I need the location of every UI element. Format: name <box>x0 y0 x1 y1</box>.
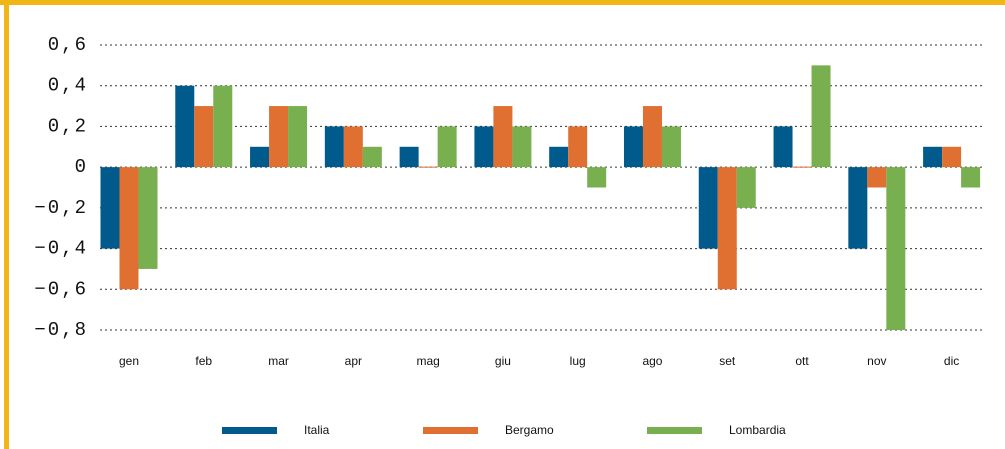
bar <box>867 167 887 188</box>
x-tick-label: set <box>719 354 736 368</box>
bar <box>886 167 906 330</box>
y-tick-label: 0,6 <box>48 34 88 56</box>
legend-label: Bergamo <box>505 423 554 437</box>
y-tick-label: −0,4 <box>34 238 88 260</box>
frame-left <box>4 0 9 449</box>
bar <box>848 167 868 249</box>
bar <box>288 106 308 168</box>
x-tick-label: ago <box>642 354 662 368</box>
bar <box>213 85 233 168</box>
frame-top <box>0 0 1005 5</box>
bar <box>961 167 981 188</box>
bar <box>811 65 831 168</box>
legend-swatch <box>423 427 478 434</box>
x-tick-label: dic <box>944 354 959 368</box>
bar <box>568 126 588 168</box>
bar <box>587 167 607 188</box>
y-tick-label: −0,6 <box>34 278 88 300</box>
y-tick-label: −0,2 <box>34 197 88 219</box>
y-tick-label: 0,2 <box>48 115 88 137</box>
bar <box>736 167 756 208</box>
bar <box>343 126 363 168</box>
bar <box>549 146 569 168</box>
bar <box>324 126 344 168</box>
bar <box>474 126 494 168</box>
bar <box>175 85 195 168</box>
x-tick-label: mar <box>268 354 289 368</box>
bar <box>512 126 532 168</box>
bar <box>119 167 139 290</box>
x-tick-label: feb <box>195 354 212 368</box>
legend-label: Lombardia <box>729 423 786 437</box>
bar <box>623 126 643 168</box>
bar <box>717 167 737 290</box>
x-tick-label: nov <box>867 354 886 368</box>
y-tick-label: 0 <box>75 156 88 178</box>
bar <box>269 106 289 168</box>
y-tick-label: 0,4 <box>48 75 88 97</box>
bar <box>942 146 962 168</box>
bar <box>138 167 158 269</box>
bar <box>698 167 718 249</box>
legend-label: Italia <box>304 423 330 437</box>
x-tick-label: ott <box>795 354 809 368</box>
x-tick-label: apr <box>345 354 362 368</box>
bar <box>362 146 382 168</box>
bar <box>437 126 457 168</box>
bar <box>493 106 513 168</box>
y-tick-label: −0,8 <box>34 319 88 341</box>
bar <box>773 126 793 168</box>
bar <box>792 166 812 168</box>
x-tick-label: giu <box>495 354 511 368</box>
bar <box>100 167 120 249</box>
bar <box>250 146 270 168</box>
x-tick-label: lug <box>570 354 586 368</box>
bar <box>399 146 419 168</box>
legend-swatch <box>647 427 702 434</box>
bar <box>194 106 214 168</box>
bar <box>642 106 662 168</box>
x-tick-label: mag <box>416 354 439 368</box>
x-tick-label: gen <box>119 354 139 368</box>
bar <box>418 166 438 168</box>
bar <box>923 146 943 168</box>
legend-swatch <box>222 427 277 434</box>
bar <box>661 126 681 168</box>
